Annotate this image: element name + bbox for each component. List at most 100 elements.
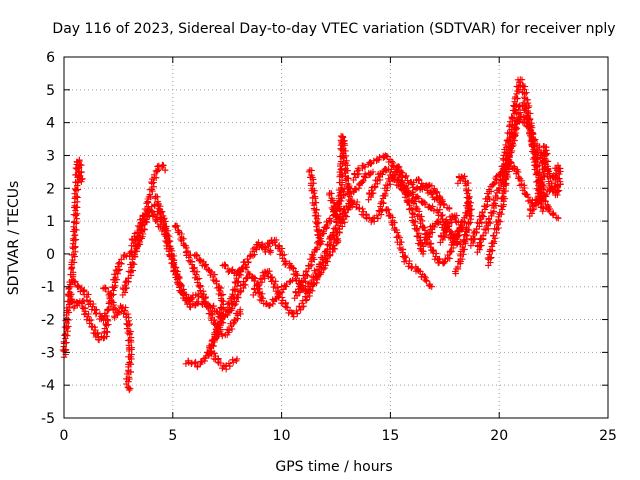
data-point-marks	[490, 210, 505, 239]
data-point-marks	[231, 308, 244, 326]
data-point-marks	[410, 198, 425, 223]
x-tick-label: 15	[381, 428, 399, 444]
data-point-marks	[81, 310, 96, 330]
series-trace-18	[350, 152, 427, 258]
series-trace-15	[305, 166, 326, 248]
data-point	[267, 249, 274, 256]
data-point-marks	[479, 188, 495, 216]
data-point-marks	[199, 261, 215, 276]
data-point-marks	[394, 238, 409, 261]
data-point-marks	[124, 329, 135, 351]
data-point-marks	[92, 310, 105, 323]
data-point	[317, 240, 324, 248]
data-point-marks	[405, 179, 420, 192]
data-point-marks	[442, 213, 458, 233]
data-point-marks	[326, 190, 338, 212]
y-tick-label: 2	[46, 181, 55, 197]
data-point-marks	[361, 169, 375, 178]
data-point-marks	[369, 212, 382, 225]
data-point-marks	[295, 297, 310, 313]
data-points	[59, 76, 564, 394]
data-point-marks	[255, 269, 271, 289]
data-point-marks	[530, 135, 545, 156]
data-point-marks	[219, 299, 235, 322]
data-point-marks	[315, 252, 329, 270]
y-tick-label: -2	[41, 313, 55, 329]
data-point-marks	[442, 241, 457, 263]
data-point-marks	[382, 152, 397, 167]
data-point-marks	[211, 319, 227, 342]
data-point-marks	[423, 223, 438, 243]
series-trace-5	[119, 161, 169, 299]
data-point-marks	[448, 212, 460, 225]
data-point	[161, 167, 169, 174]
series-trace-25	[452, 173, 475, 277]
x-tick-label: 20	[490, 428, 508, 444]
data-point-marks	[305, 166, 317, 183]
data-point-marks	[462, 211, 475, 235]
series-trace-22	[413, 176, 446, 206]
data-point	[419, 250, 427, 258]
data-point-marks	[550, 165, 563, 181]
y-tick-label: 0	[46, 247, 55, 263]
x-tick-label: 5	[168, 428, 177, 444]
series-trace-2	[65, 291, 112, 344]
data-point-marks	[452, 250, 467, 275]
x-tick-label: 0	[60, 428, 69, 444]
series-trace-20	[382, 206, 435, 290]
data-point-marks	[229, 356, 240, 366]
data-point-marks	[171, 222, 185, 241]
data-point	[554, 214, 562, 222]
y-tick-label: 3	[46, 148, 55, 164]
series-trace-8	[171, 222, 244, 340]
y-axis-label: SDTVAR / TECUs	[6, 181, 22, 296]
data-point-marks	[203, 303, 218, 324]
data-point-marks	[194, 354, 209, 371]
data-point-marks	[204, 335, 218, 359]
y-tick-label: 1	[46, 214, 55, 230]
y-tick-label: -1	[41, 280, 55, 296]
data-point-marks	[261, 268, 276, 281]
data-point-marks	[540, 196, 554, 213]
data-point	[78, 178, 85, 185]
data-point-marks	[189, 268, 204, 291]
data-point-marks	[542, 165, 555, 190]
data-point-marks	[152, 193, 166, 221]
series-trace-4	[100, 284, 135, 394]
series-trace-30	[526, 143, 564, 220]
data-point-marks	[342, 197, 356, 216]
data-point-marks	[112, 253, 127, 277]
series-trace-6	[128, 201, 205, 303]
data-point-marks	[371, 170, 386, 190]
data-point	[439, 198, 446, 205]
data-point-marks	[218, 330, 231, 340]
plot-frame	[63, 56, 609, 419]
data-point-marks	[158, 161, 169, 174]
data-point	[539, 208, 546, 215]
data-point-marks	[307, 180, 319, 202]
y-tick-label: 4	[46, 116, 55, 132]
data-point-marks	[144, 178, 157, 206]
data-point-marks	[321, 234, 335, 257]
x-tick-label: 10	[273, 428, 291, 444]
data-point-marks	[499, 156, 513, 190]
data-point-marks	[139, 207, 155, 220]
data-point	[556, 178, 564, 185]
series-trace-16	[326, 132, 356, 226]
data-point-marks	[361, 159, 374, 170]
data-point-marks	[125, 346, 135, 375]
x-tick-label: 25	[599, 428, 617, 444]
data-point-marks	[382, 206, 396, 224]
data-point-marks	[484, 232, 499, 269]
data-point-marks	[457, 231, 471, 255]
data-point-marks	[417, 234, 430, 253]
y-tick-label: -3	[41, 345, 55, 361]
data-point-marks	[350, 165, 362, 184]
data-point	[233, 355, 241, 363]
data-point-marks	[148, 167, 161, 186]
data-point-marks	[356, 173, 369, 188]
data-point-marks	[99, 306, 113, 324]
data-point	[126, 386, 133, 394]
data-point-marks	[70, 199, 81, 239]
